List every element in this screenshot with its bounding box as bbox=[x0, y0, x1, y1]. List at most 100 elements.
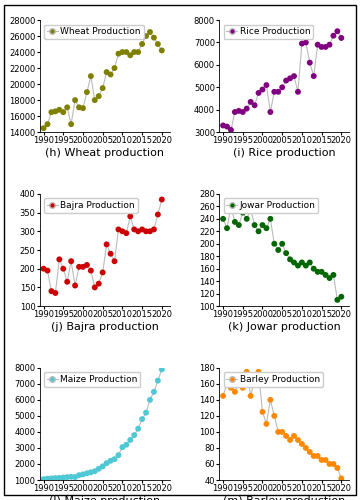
X-axis label: (j) Bajra production: (j) Bajra production bbox=[51, 322, 158, 332]
Point bbox=[45, 266, 50, 274]
Point bbox=[232, 108, 238, 116]
Point bbox=[147, 396, 153, 404]
Point bbox=[72, 96, 78, 104]
Point bbox=[64, 278, 70, 286]
Point bbox=[143, 228, 149, 235]
Point bbox=[330, 460, 336, 468]
Point bbox=[330, 32, 336, 40]
Point bbox=[143, 408, 149, 416]
Point bbox=[151, 226, 157, 234]
Point bbox=[68, 257, 74, 265]
Point bbox=[104, 68, 109, 76]
Point bbox=[327, 274, 332, 282]
Point bbox=[155, 40, 161, 48]
Point bbox=[112, 257, 117, 265]
Point bbox=[151, 34, 157, 42]
Point bbox=[88, 468, 94, 476]
Point bbox=[256, 228, 261, 235]
Point bbox=[236, 221, 242, 229]
Point bbox=[315, 452, 320, 460]
Point bbox=[228, 384, 234, 392]
Point bbox=[271, 88, 277, 96]
Point bbox=[135, 424, 141, 432]
Legend: Maize Production: Maize Production bbox=[44, 372, 140, 386]
X-axis label: (h) Wheat production: (h) Wheat production bbox=[45, 148, 164, 158]
Point bbox=[334, 27, 340, 35]
Point bbox=[104, 459, 109, 467]
Point bbox=[49, 474, 54, 482]
Point bbox=[260, 221, 265, 229]
Point bbox=[116, 226, 121, 234]
Point bbox=[112, 64, 117, 72]
Point bbox=[159, 366, 165, 374]
Point bbox=[76, 471, 82, 479]
Point bbox=[283, 432, 289, 440]
Point bbox=[315, 40, 320, 48]
X-axis label: (l) Maize production: (l) Maize production bbox=[49, 496, 160, 500]
Point bbox=[104, 240, 109, 248]
Point bbox=[53, 289, 58, 297]
Point bbox=[275, 88, 281, 96]
Point bbox=[88, 72, 94, 80]
Point bbox=[96, 280, 102, 287]
Point bbox=[311, 264, 316, 272]
Point bbox=[248, 392, 253, 400]
Point bbox=[100, 84, 105, 92]
Point bbox=[323, 271, 328, 279]
Point bbox=[287, 436, 293, 444]
Point bbox=[131, 431, 137, 439]
Point bbox=[147, 28, 153, 36]
Point bbox=[271, 412, 277, 420]
Point bbox=[279, 84, 285, 92]
Point bbox=[334, 464, 340, 472]
Point bbox=[319, 456, 324, 464]
Point bbox=[49, 108, 54, 116]
Point bbox=[80, 263, 86, 271]
Point bbox=[123, 440, 129, 448]
Point bbox=[334, 296, 340, 304]
Point bbox=[244, 215, 249, 223]
Point bbox=[299, 440, 305, 448]
Point bbox=[264, 81, 269, 89]
Legend: Barley Production: Barley Production bbox=[224, 372, 323, 386]
Point bbox=[275, 428, 281, 436]
Point bbox=[323, 43, 328, 51]
Point bbox=[96, 465, 102, 473]
Point bbox=[45, 474, 50, 482]
Point bbox=[123, 48, 129, 56]
Point bbox=[287, 74, 293, 82]
Point bbox=[116, 451, 121, 459]
Point bbox=[220, 122, 226, 130]
Legend: Rice Production: Rice Production bbox=[224, 24, 313, 39]
Point bbox=[224, 380, 230, 388]
Point bbox=[307, 258, 313, 266]
Point bbox=[295, 436, 301, 444]
Point bbox=[127, 52, 133, 60]
Point bbox=[76, 104, 82, 112]
Point bbox=[120, 48, 125, 56]
Point bbox=[224, 224, 230, 232]
Point bbox=[267, 108, 273, 116]
Point bbox=[248, 206, 253, 214]
Point bbox=[139, 40, 145, 48]
Point bbox=[275, 246, 281, 254]
Point bbox=[127, 436, 133, 444]
Point bbox=[76, 263, 82, 271]
Point bbox=[267, 396, 273, 404]
Point bbox=[327, 40, 332, 48]
X-axis label: (m) Barley production: (m) Barley production bbox=[223, 496, 345, 500]
Point bbox=[232, 218, 238, 226]
X-axis label: (k) Jowar production: (k) Jowar production bbox=[228, 322, 341, 332]
Point bbox=[303, 38, 309, 46]
Point bbox=[303, 262, 309, 270]
Point bbox=[151, 388, 157, 396]
Point bbox=[240, 108, 246, 116]
Point bbox=[72, 473, 78, 481]
Point bbox=[311, 72, 316, 80]
Point bbox=[252, 221, 257, 229]
Point bbox=[236, 107, 242, 115]
Point bbox=[271, 240, 277, 248]
Point bbox=[279, 428, 285, 436]
Legend: Jowar Production: Jowar Production bbox=[224, 198, 319, 213]
Point bbox=[220, 392, 226, 400]
